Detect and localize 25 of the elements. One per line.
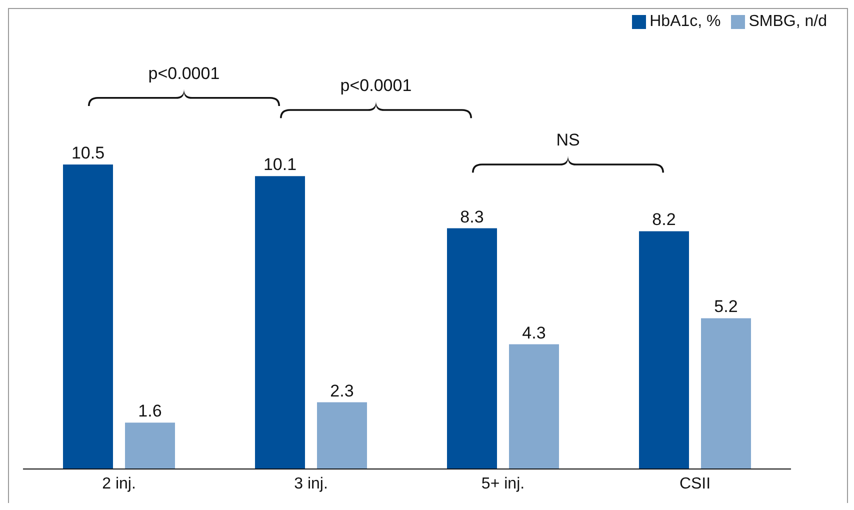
data-label: 1.6: [138, 402, 162, 421]
x-tick-label: 5+ inj.: [481, 475, 525, 492]
bar: [639, 231, 689, 469]
text: p<0.0001: [148, 64, 220, 83]
data-label: 5.2: [714, 297, 738, 316]
x-tick-label: 2 inj.: [102, 475, 136, 492]
bar: [447, 228, 497, 469]
bar: [317, 402, 367, 469]
bar: [125, 422, 175, 469]
data-label: 2.3: [330, 381, 354, 400]
bar: [509, 344, 559, 469]
data-label: 10.5: [71, 144, 105, 162]
x-tick-label: 3 inj.: [294, 475, 328, 492]
text: NS: [556, 130, 580, 150]
legend-label: HbA1c, %: [650, 13, 721, 30]
bar: [701, 318, 751, 469]
data-label: 10.1: [263, 155, 297, 174]
x-tick-label: CSII: [679, 475, 711, 492]
bar: [255, 176, 305, 469]
bar: [63, 164, 113, 469]
text: p<0.0001: [340, 76, 412, 96]
data-label: 8.2: [652, 210, 676, 230]
data-label: 4.3: [522, 323, 546, 342]
data-label: 8.3: [460, 207, 484, 226]
legend-label: SMBG, n/d: [748, 13, 827, 30]
